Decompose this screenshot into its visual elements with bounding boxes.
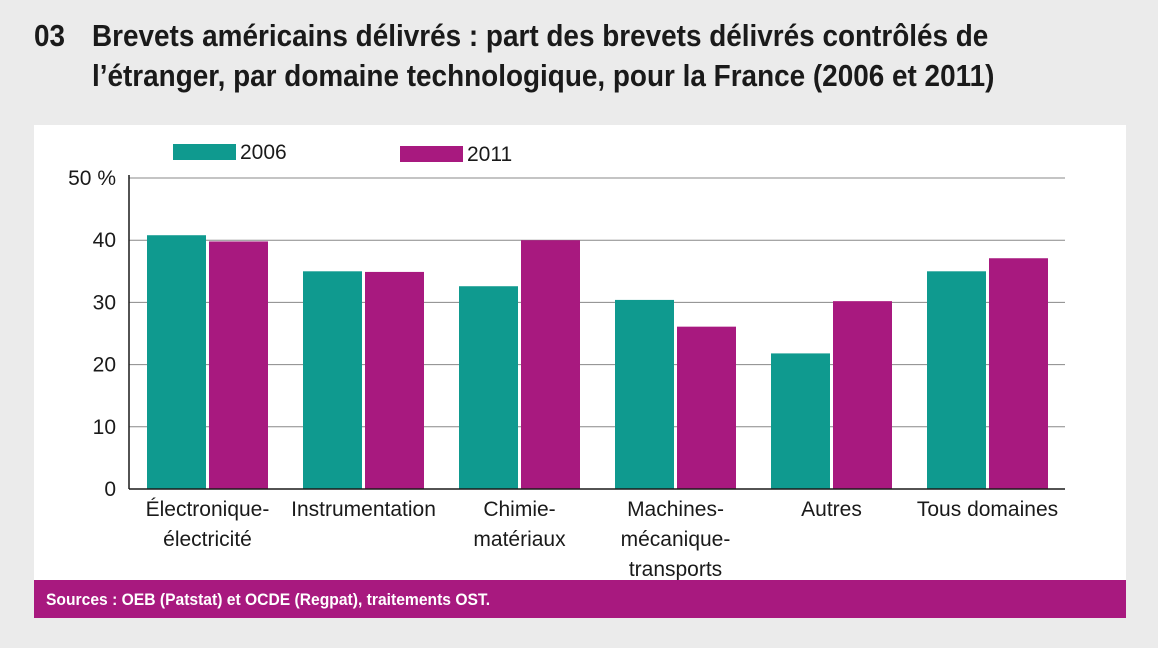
category-label: Électronique- [146, 498, 270, 521]
legend-label-2011: 2011 [467, 143, 512, 166]
category-label: Autres [801, 498, 862, 521]
bar-2006 [147, 235, 206, 489]
y-tick-label: 0 [104, 478, 116, 501]
y-axis-tick-labels: 0 10 20 30 40 50 % [68, 167, 116, 501]
bar-2006 [927, 271, 986, 489]
bar-2011 [521, 240, 580, 489]
y-tick-label: 40 [93, 229, 116, 252]
bar-2006 [615, 299, 674, 489]
chart-panel: 0 10 20 30 40 50 % Électronique-électricité In… [34, 125, 1126, 580]
category-label: Machines- [627, 498, 724, 521]
bar-chart: 0 10 20 30 40 50 % Électronique-électricité In… [68, 141, 1065, 580]
y-tick-label: 30 [93, 291, 116, 314]
y-tick-label: 20 [93, 354, 116, 377]
legend-swatch-2011 [400, 146, 463, 162]
bar-2006 [303, 271, 362, 489]
bar-2011 [833, 301, 892, 489]
bar-2011 [209, 241, 268, 489]
category-label: matériaux [473, 528, 566, 551]
legend-label-2006: 2006 [240, 141, 287, 164]
category-label: Tous domaines [917, 498, 1058, 521]
source-text: Sources : OEB (Patstat) et OCDE (Regpat)… [46, 590, 491, 609]
y-tick-label: 10 [93, 416, 116, 439]
legend: 2006 2011 [173, 141, 512, 166]
legend-swatch-2006 [173, 144, 236, 160]
figure-number: 03 [34, 18, 66, 53]
category-label: Instrumentation [291, 498, 436, 521]
bar-2006 [771, 353, 830, 489]
category-label: électricité [163, 528, 252, 551]
chart-title-line-1: Brevets américains délivrés : part des b… [92, 18, 989, 53]
category-label: Chimie- [483, 498, 555, 521]
y-tick-label: 50 % [68, 167, 116, 190]
category-label: transports [629, 558, 722, 580]
category-labels: Électronique-électricité Instrumentation C… [146, 498, 1058, 580]
bar-2006 [459, 286, 518, 489]
bar-2011 [677, 326, 736, 489]
axes [128, 175, 1065, 490]
gridlines [129, 177, 1065, 428]
bar-2011 [365, 271, 424, 489]
source-bar: Sources : OEB (Patstat) et OCDE (Regpat)… [34, 580, 1126, 618]
bars [147, 235, 1048, 489]
chart-title-line-2: l’étranger, par domaine technologique, p… [92, 58, 995, 93]
bar-2011 [989, 258, 1048, 489]
category-label: mécanique- [621, 528, 731, 551]
